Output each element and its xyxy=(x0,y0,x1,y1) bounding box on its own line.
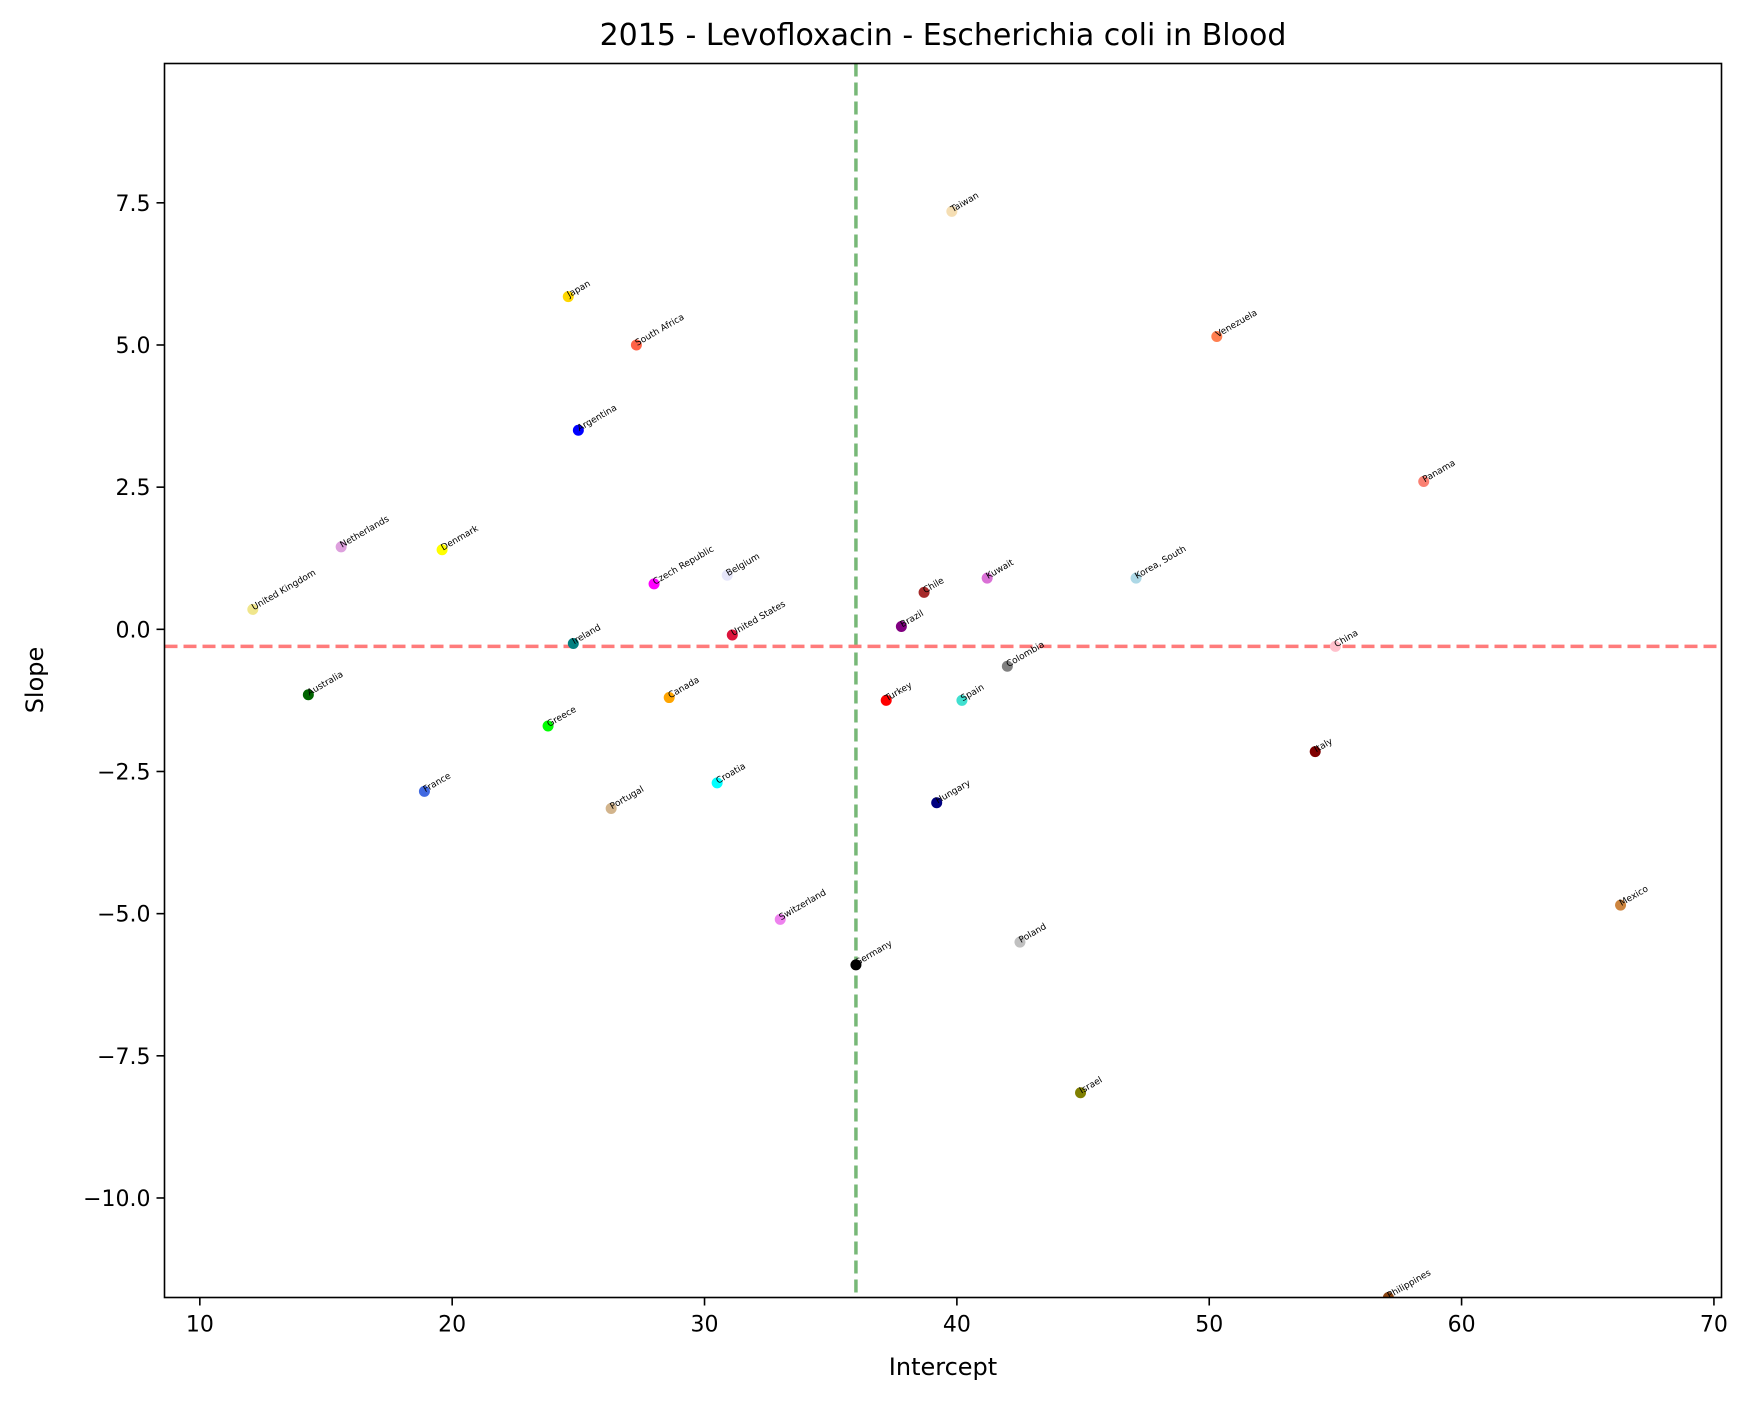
data-point xyxy=(1615,899,1627,911)
y-axis-label: Slope xyxy=(21,647,49,714)
data-point xyxy=(1382,1292,1394,1298)
data-point xyxy=(247,603,259,615)
data-point xyxy=(726,629,738,641)
data-point-label: Canada xyxy=(667,675,702,701)
data-point-label: Israel xyxy=(1078,1075,1104,1096)
x-axis-ticks: 10 20 30 40 50 60 70 xyxy=(186,1297,1728,1338)
data-point xyxy=(648,578,660,590)
x-tick-label: 60 xyxy=(1448,1313,1476,1338)
data-point-label: Turkey xyxy=(883,680,915,704)
data-point xyxy=(542,720,554,732)
data-points xyxy=(247,205,1627,1298)
y-tick-label: −10.0 xyxy=(83,1187,150,1212)
data-point-label: Croatia xyxy=(715,762,748,787)
data-point xyxy=(605,802,617,814)
data-point-label: Netherlands xyxy=(339,514,392,550)
data-point xyxy=(956,694,968,706)
data-point xyxy=(774,913,786,925)
y-tick-label: 2.5 xyxy=(116,476,151,501)
data-point xyxy=(981,572,993,584)
data-point xyxy=(562,291,574,303)
data-point-label: Korea, South xyxy=(1134,544,1189,581)
y-tick-label: 7.5 xyxy=(116,192,151,217)
data-point xyxy=(572,424,584,436)
data-point xyxy=(711,777,723,789)
data-point xyxy=(335,541,347,553)
data-point-label: Mexico xyxy=(1618,884,1651,909)
y-tick-label: −7.5 xyxy=(97,1045,150,1070)
data-point-label: Philippines xyxy=(1386,1268,1433,1301)
data-point-label: Czech Republic xyxy=(652,544,716,587)
data-point-label: Poland xyxy=(1017,922,1048,946)
data-point xyxy=(895,620,907,632)
data-point-label: Chile xyxy=(922,576,947,596)
x-tick-label: 40 xyxy=(943,1313,971,1338)
data-point-label: United Kingdom xyxy=(250,568,318,613)
data-point-label: Switzerland xyxy=(778,888,828,923)
data-point xyxy=(931,797,943,809)
data-point-label: Venezuela xyxy=(1214,308,1259,340)
data-point-label: France xyxy=(422,771,453,795)
data-point-label: Greece xyxy=(546,705,579,730)
data-point-label: Spain xyxy=(959,683,986,704)
x-tick-label: 30 xyxy=(691,1313,719,1338)
data-point-label: Ireland xyxy=(571,623,603,647)
x-tick-label: 10 xyxy=(186,1313,214,1338)
x-axis-label: Intercept xyxy=(889,1353,997,1381)
data-point-label: Germany xyxy=(853,939,894,969)
x-tick-label: 20 xyxy=(438,1313,466,1338)
data-point-label: Kuwait xyxy=(985,558,1016,582)
data-point xyxy=(302,689,314,701)
y-axis-ticks: −10.0 −7.5 −5.0 −2.5 0.0 2.5 5.0 7.5 xyxy=(83,192,165,1212)
y-tick-label: 5.0 xyxy=(116,334,151,359)
data-point xyxy=(1418,475,1430,487)
data-point-label: Hungary xyxy=(934,778,973,806)
data-point-label: South Africa xyxy=(634,313,686,349)
reference-lines xyxy=(164,63,1722,1298)
data-point xyxy=(1309,746,1321,758)
data-point xyxy=(918,586,930,598)
data-point-label: Australia xyxy=(306,670,345,699)
data-point xyxy=(1014,936,1026,948)
data-point xyxy=(880,694,892,706)
data-point xyxy=(1001,660,1013,672)
data-point-label: Taiwan xyxy=(948,191,980,215)
x-tick-label: 50 xyxy=(1195,1313,1223,1338)
data-point xyxy=(850,959,862,971)
data-point-label: Japan xyxy=(565,279,593,301)
y-tick-label: 0.0 xyxy=(116,618,151,643)
y-tick-label: −2.5 xyxy=(97,760,150,785)
data-point xyxy=(1211,330,1223,342)
data-point-label: United States xyxy=(730,599,788,638)
data-point-labels: Taiwan Japan South Africa Venezuela Argentin… xyxy=(250,191,1650,1301)
x-tick-label: 70 xyxy=(1700,1313,1728,1338)
chart-title: 2015 - Levofloxacin - Escherichia coli i… xyxy=(600,18,1287,53)
data-point-label: Argentina xyxy=(576,403,619,434)
data-point-label: Italy xyxy=(1313,736,1335,755)
plot-area-frame xyxy=(163,62,1723,1299)
data-point xyxy=(630,339,642,351)
data-point-label: Portugal xyxy=(609,785,646,812)
data-point xyxy=(1329,640,1341,652)
data-point xyxy=(663,692,675,704)
data-point xyxy=(1075,1087,1087,1099)
data-point-label: Denmark xyxy=(440,524,482,554)
data-point xyxy=(418,785,430,797)
data-point xyxy=(436,544,448,556)
data-point-label: Panama xyxy=(1421,458,1457,485)
data-point-label: Belgium xyxy=(725,552,762,579)
y-tick-label: −5.0 xyxy=(97,903,150,928)
data-point xyxy=(567,638,579,650)
data-point-label: Brazil xyxy=(899,609,926,630)
data-point xyxy=(946,205,958,217)
data-point xyxy=(721,569,733,581)
data-point-label: Colombia xyxy=(1005,640,1047,670)
data-point xyxy=(1130,572,1142,584)
